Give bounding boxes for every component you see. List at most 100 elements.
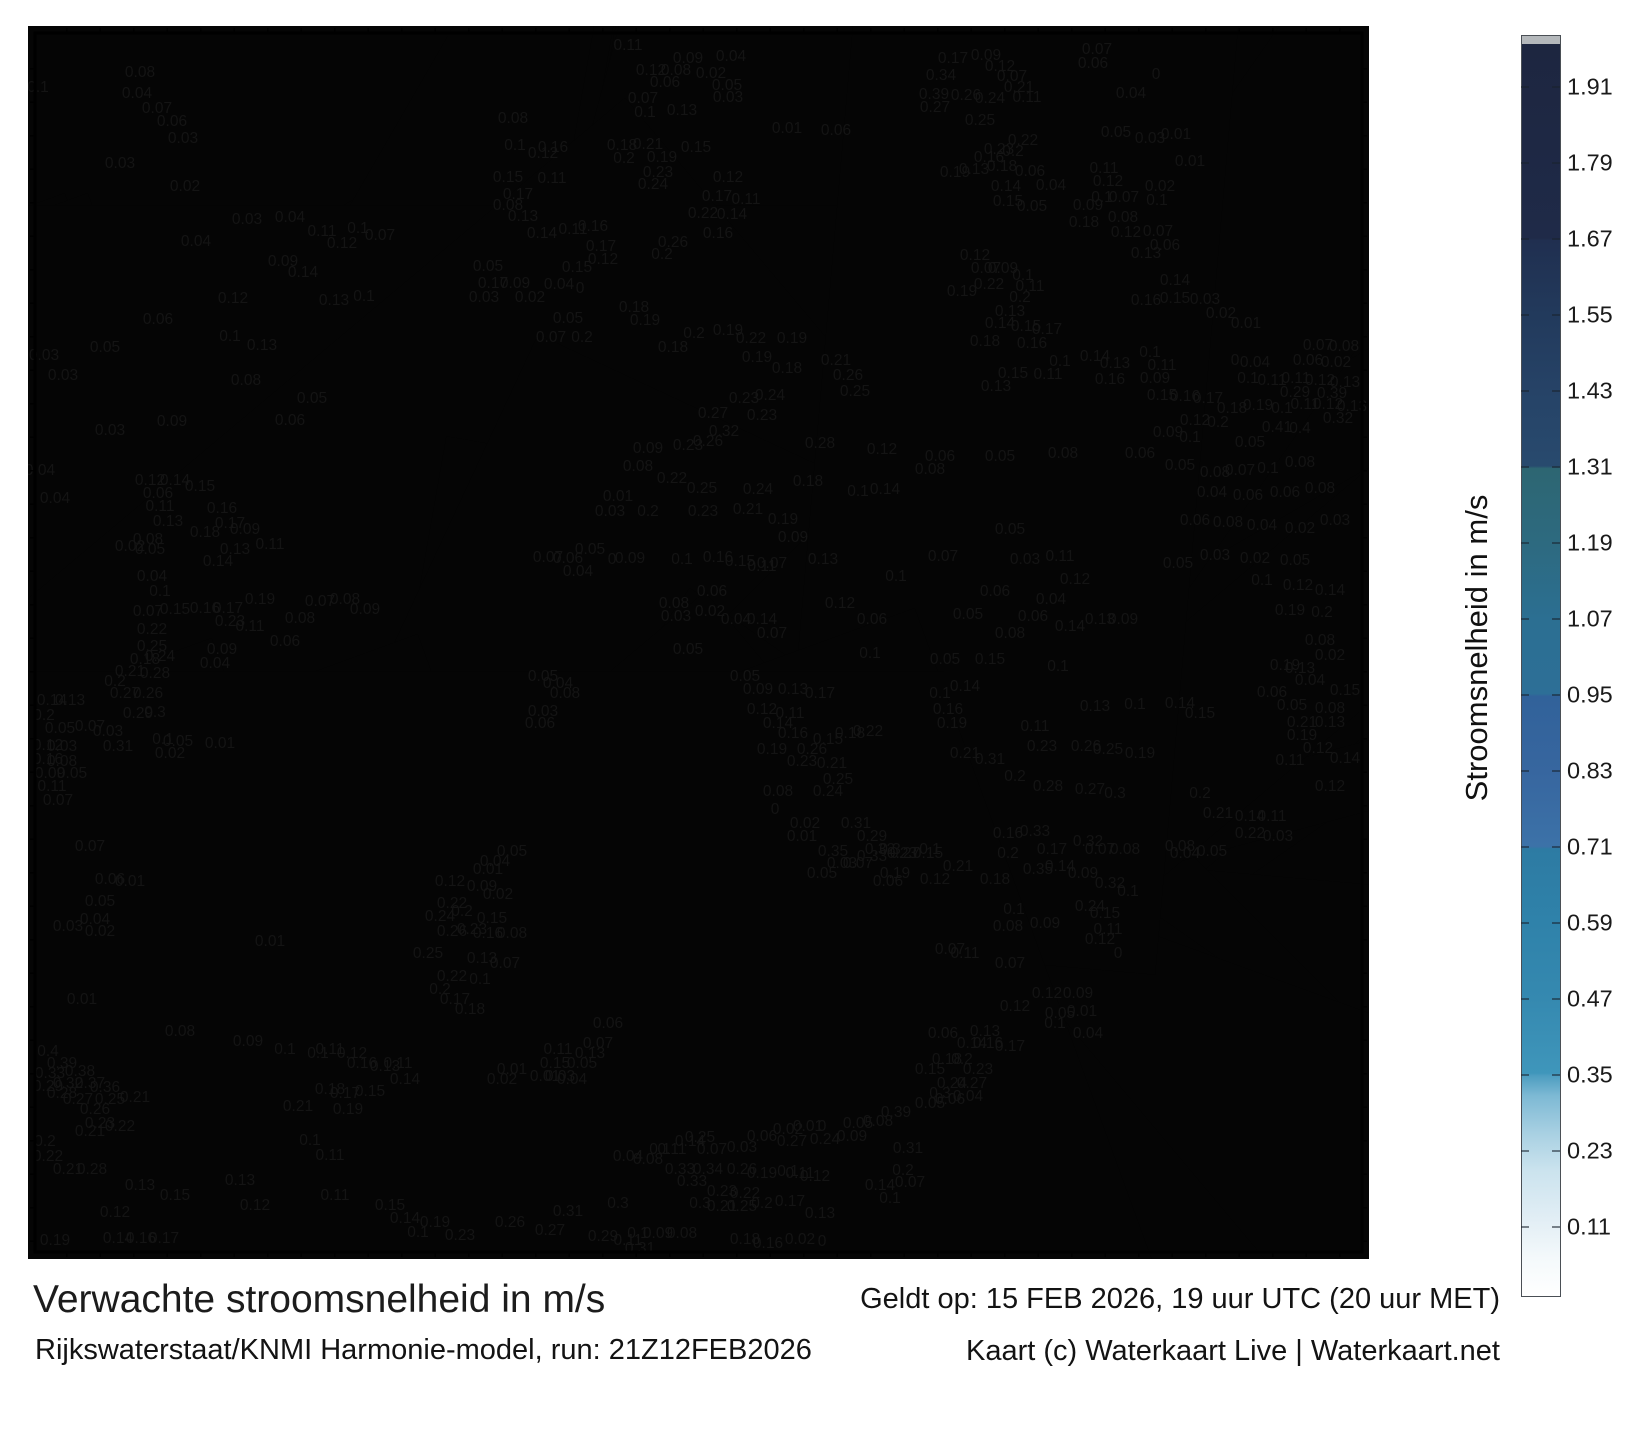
current-value-label: 0.11 [1275, 752, 1304, 769]
colorbar-tick-mark [1552, 314, 1560, 317]
current-value-label: 0.17 [213, 600, 243, 617]
current-value-label: 0.11 [747, 558, 776, 575]
current-value-label: 0.13 [1315, 714, 1345, 731]
current-value-label: 0.09 [837, 1128, 867, 1145]
current-value-label: 0.04 [543, 675, 574, 692]
current-value-label: 0.15 [915, 1061, 945, 1078]
current-value-label: 0.27 [698, 405, 728, 422]
current-value-label: 0.13 [808, 551, 838, 568]
current-value-label: 0.13 [467, 950, 497, 967]
current-value-label: 0.13 [1337, 398, 1367, 415]
current-value-label: 0.25 [727, 1198, 757, 1215]
current-value-label: 0.28 [140, 665, 170, 682]
current-value-label: 0.3 [1104, 785, 1126, 802]
current-value-label: 0.08 [667, 1225, 697, 1242]
current-value-label: 0.18 [835, 725, 865, 742]
current-value-label: 0.04 [1170, 845, 1201, 862]
current-value-label: 0.16 [933, 701, 963, 718]
current-value-label: 0.22 [853, 723, 883, 740]
current-value-label: 0.11 [307, 223, 336, 240]
colorbar-tick-label: 1.43 [1567, 377, 1613, 404]
current-value-label: 0.07 [75, 718, 105, 735]
current-value-label: 0.07 [583, 1035, 613, 1052]
colorbar-tick-mark [1521, 162, 1529, 165]
current-value-label: 0.14 [527, 225, 558, 242]
current-value-label: 0.04 [200, 655, 231, 672]
current-value-label: 0.05 [85, 893, 115, 910]
current-value-label: 0.01 [1231, 315, 1261, 332]
current-value-label: 0.14 [1235, 808, 1266, 825]
current-value-label: 0.05 [930, 651, 960, 668]
current-value-label: 0.25 [965, 112, 995, 129]
current-value-label: 0.31 [893, 1140, 923, 1157]
current-value-label: 0.08 [1285, 454, 1315, 471]
current-value-label: 0.24 [975, 90, 1006, 107]
current-value-label: 0.08 [498, 110, 528, 127]
colorbar-tick-mark [1552, 770, 1560, 773]
current-value-label: 0.02 [773, 1121, 803, 1138]
colorbar-tick-label: 0.47 [1567, 985, 1613, 1012]
current-value-label: 0.32 [1073, 833, 1103, 850]
current-value-label: 0.11 [558, 221, 587, 238]
current-value-label: 0.1 [919, 841, 941, 858]
current-value-label: 0.06 [928, 1025, 958, 1042]
current-value-label: 0.3 [879, 841, 901, 858]
current-value-label: 0.07 [697, 1141, 727, 1158]
current-value-label: 0.25 [413, 945, 443, 962]
colorbar-tick-label: 0.35 [1567, 1061, 1613, 1088]
current-value-label: 0 [608, 551, 617, 568]
current-value-label: 0.05 [807, 865, 837, 882]
current-value-label: 0 [576, 280, 585, 297]
current-value-label: 0.13 [153, 513, 183, 530]
current-value-label: 0.08 [659, 595, 689, 612]
current-value-label: 0.07 [1085, 841, 1115, 858]
current-value-label: 0.18 [730, 1231, 760, 1248]
current-value-label: 0.29 [1280, 384, 1310, 401]
current-value-label: 0.1 [649, 1141, 671, 1158]
current-value-label: 0.19 [777, 330, 807, 347]
current-value-label: 0.18 [130, 651, 160, 668]
colorbar-tick-label: 0.59 [1567, 909, 1613, 936]
current-value-label: 0.13 [508, 208, 538, 225]
current-value-label: 0.39 [1317, 385, 1347, 402]
current-value-label: 0.26 [797, 741, 827, 758]
current-value-label: 0.12 [337, 1045, 367, 1062]
colorbar-tick-mark [1552, 542, 1560, 545]
current-value-label: 0.27 [957, 1075, 987, 1092]
current-value-label: 0.06 [857, 611, 887, 628]
current-value-label: 0.24 [743, 481, 774, 498]
current-value-label: 0.2 [34, 1133, 56, 1150]
current-value-label: 0.08 [165, 1023, 195, 1040]
current-value-label: 0.03 [1263, 828, 1293, 845]
current-value-label: 0.14 [1165, 695, 1196, 712]
current-value-label: 0.03 [661, 608, 691, 625]
current-value-label: 0.08 [330, 591, 360, 608]
current-value-label: 0.14 [1160, 272, 1191, 289]
current-value-label: 0.02 [115, 538, 145, 555]
current-value-label: 0.06 [143, 311, 173, 328]
colorbar-tick-mark [1552, 618, 1560, 621]
current-value-label: 0.06 [1125, 445, 1155, 462]
current-value-label: 0.27 [110, 685, 140, 702]
current-value-label: 0.04 [563, 563, 594, 580]
current-value-label: 0.24 [813, 783, 844, 800]
current-value-label: 0.04 [1036, 591, 1067, 608]
current-value-label: 0.16 [1017, 335, 1047, 352]
current-value-label: 0.17 [440, 991, 470, 1008]
current-value-label: 0.22 [730, 1185, 760, 1202]
current-value-label: 0.27 [535, 1222, 565, 1239]
current-value-label: 0.3 [929, 1085, 951, 1102]
current-value-label: 0.22 [437, 895, 467, 912]
current-value-label: 0.15 [1160, 290, 1190, 307]
current-value-label: 0.4 [37, 1043, 59, 1060]
current-value-label: 0.1 [1044, 1015, 1066, 1032]
colorbar-tick-mark [1521, 1150, 1529, 1153]
current-value-label: 0.07 [995, 955, 1025, 972]
current-value-label: 0.11 [1015, 278, 1044, 295]
current-value-label: 0.08 [47, 753, 77, 770]
current-value-label: 0.11 [1093, 921, 1122, 938]
current-value-label: 0.21 [53, 1161, 83, 1178]
current-value-label: 0.21 [1004, 79, 1034, 96]
current-value-label: 0 [1231, 352, 1240, 369]
current-value-label: 0.24 [145, 648, 176, 665]
